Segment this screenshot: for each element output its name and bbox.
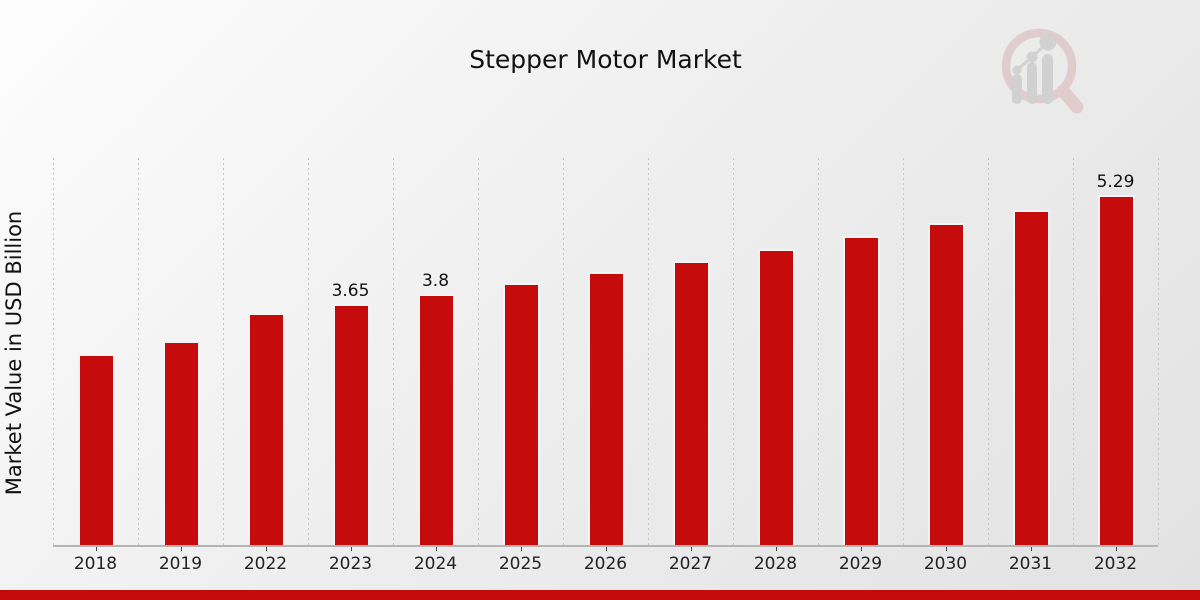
bar-column: [988, 158, 1073, 545]
axis-tick: [180, 547, 182, 551]
bar: [757, 249, 795, 545]
x-tick-label: 2027: [668, 554, 713, 574]
bar-column: [733, 158, 818, 545]
bar-column: [223, 158, 308, 545]
x-tick-label: 2018: [73, 554, 118, 574]
bar-value-label: 5.29: [1096, 172, 1135, 192]
axis-tick: [435, 547, 437, 551]
bar-column: [53, 158, 138, 545]
gridline: [478, 158, 479, 545]
x-axis: 2018 2019 2022 2023 2024 2025 2026 2027 2028 2029…: [53, 545, 1158, 587]
x-tick-label: 2025: [498, 554, 543, 574]
axis-tick: [690, 547, 692, 551]
gridline: [648, 158, 649, 545]
x-tick-label: 2032: [1093, 554, 1138, 574]
bar: [1097, 195, 1135, 545]
axis-tick: [945, 547, 947, 551]
bar: [417, 294, 455, 545]
x-tick-label: 2019: [158, 554, 203, 574]
axis-tick: [605, 547, 607, 551]
x-tick-label: 2024: [413, 554, 458, 574]
bar: [162, 341, 200, 545]
bar: [927, 223, 965, 545]
bar: [332, 304, 370, 545]
gridline: [1073, 158, 1074, 545]
axis-tick: [1030, 547, 1032, 551]
axis-tick: [520, 547, 522, 551]
gridline: [1158, 158, 1159, 545]
x-tick-label: 2023: [328, 554, 373, 574]
bar-column: [478, 158, 563, 545]
bar: [842, 236, 880, 545]
footer-accent-strip: [0, 590, 1200, 600]
x-tick-label: 2022: [243, 554, 288, 574]
logo-trend-dots: [1012, 33, 1057, 75]
bar-column: [903, 158, 988, 545]
bar-column: [563, 158, 648, 545]
axis-tick: [775, 547, 777, 551]
bar-column: [818, 158, 903, 545]
x-tick-label: 2030: [923, 554, 968, 574]
gridline: [393, 158, 394, 545]
x-tick-label: 2026: [583, 554, 628, 574]
bar-column: [648, 158, 733, 545]
x-tick-label: 2029: [838, 554, 883, 574]
magnifier-bar-chart-logo: [1001, 28, 1084, 114]
axis-tick: [350, 547, 352, 551]
gridline: [308, 158, 309, 545]
bar-column: [138, 158, 223, 545]
gridline: [563, 158, 564, 545]
axis-tick: [265, 547, 267, 551]
bar: [77, 354, 115, 545]
bar: [1012, 210, 1050, 545]
bar: [247, 313, 285, 545]
axis-tick: [1115, 547, 1117, 551]
logo-bars: [1012, 54, 1053, 104]
bar: [502, 283, 540, 545]
gridline: [903, 158, 904, 545]
y-axis-label: Market Value in USD Billion: [2, 210, 26, 496]
x-tick-label: 2028: [753, 554, 798, 574]
bar-value-label: 3.8: [421, 271, 450, 291]
axis-tick: [860, 547, 862, 551]
chart-title: Stepper Motor Market: [469, 45, 742, 74]
gridline: [53, 158, 54, 545]
gridline: [733, 158, 734, 545]
plot-area: 3.65 3.8 5.29: [53, 158, 1159, 545]
gridline: [223, 158, 224, 545]
gridline: [138, 158, 139, 545]
bar-column: 3.8: [393, 158, 478, 545]
bar: [672, 261, 710, 545]
axis-tick: [95, 547, 97, 551]
bar: [587, 272, 625, 545]
bar-value-label: 3.65: [331, 281, 370, 301]
bar-column: 5.29: [1073, 158, 1158, 545]
gridline: [818, 158, 819, 545]
gridline: [988, 158, 989, 545]
x-tick-label: 2031: [1008, 554, 1053, 574]
bar-column: 3.65: [308, 158, 393, 545]
logo-magnifier-ring: [1001, 28, 1084, 114]
